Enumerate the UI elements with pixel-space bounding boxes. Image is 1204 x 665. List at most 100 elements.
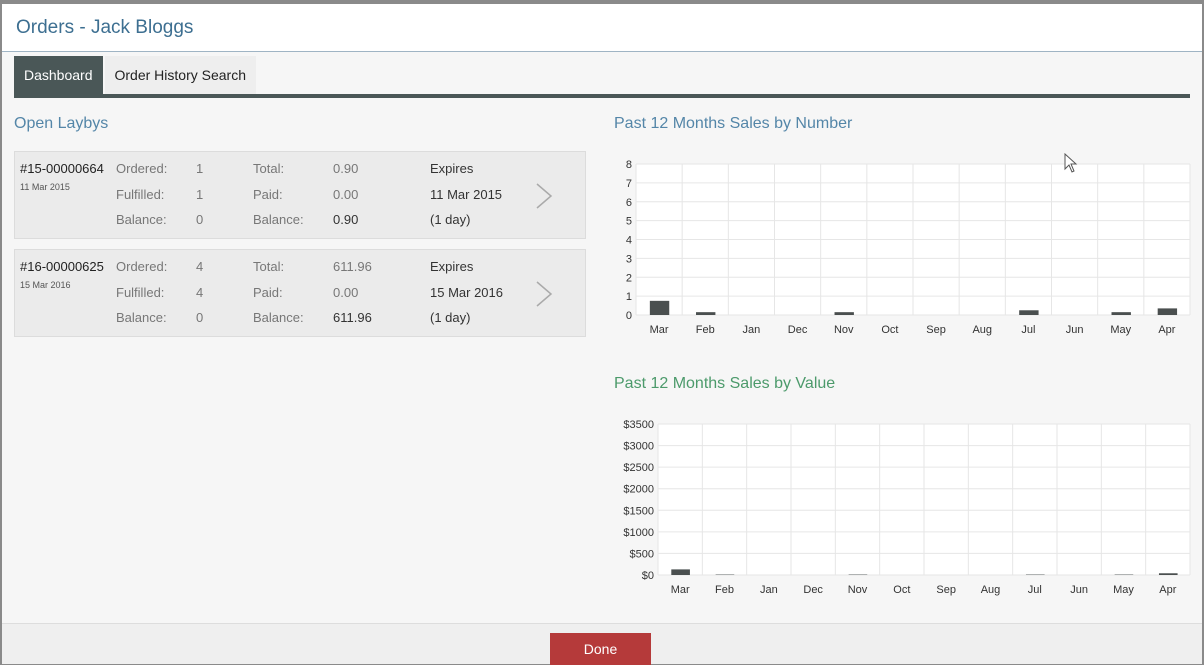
- orders-dialog: Orders - Jack Bloggs Dashboard Order His…: [2, 4, 1202, 664]
- expires-label: Expires: [430, 161, 473, 176]
- y-tick-label: 1: [626, 291, 632, 303]
- layby-number: #16-00000625: [20, 259, 104, 274]
- mouse-cursor-icon: [1064, 153, 1078, 173]
- paid-value: 0.00: [333, 285, 358, 300]
- ordered-value: 4: [196, 259, 203, 274]
- fulfilled-value: 4: [196, 285, 203, 300]
- tab-dashboard[interactable]: Dashboard: [14, 56, 103, 94]
- x-tick-label: Jul: [1028, 584, 1042, 596]
- x-tick-label: Nov: [834, 324, 854, 336]
- y-tick-label: 7: [626, 178, 632, 190]
- fulfilled-value: 1: [196, 187, 203, 202]
- x-tick-label: Feb: [715, 584, 734, 596]
- bar-nov[interactable]: [835, 312, 854, 315]
- expires-date: 15 Mar 2016: [430, 285, 503, 300]
- total-value: 0.90: [333, 161, 358, 176]
- bar-apr[interactable]: [1159, 573, 1178, 575]
- balance-value: 611.96: [333, 310, 372, 325]
- done-button[interactable]: Done: [550, 633, 651, 665]
- y-tick-label: 0: [626, 310, 632, 322]
- ordered-label: Ordered:: [116, 259, 167, 274]
- total-value: 611.96: [333, 259, 372, 274]
- paid-value: 0.00: [333, 187, 358, 202]
- x-tick-label: Mar: [650, 324, 669, 336]
- y-tick-label: 4: [626, 235, 632, 247]
- y-tick-label: 6: [626, 197, 632, 209]
- chart-sales-by-number-title: Past 12 Months Sales by Number: [614, 115, 852, 133]
- x-tick-label: May: [1113, 584, 1134, 596]
- balance-qty-label: Balance:: [116, 310, 167, 325]
- x-tick-label: Apr: [1158, 324, 1175, 336]
- x-tick-label: Nov: [848, 584, 868, 596]
- balance-qty-value: 0: [196, 310, 203, 325]
- paid-label: Paid:: [253, 285, 283, 300]
- y-tick-label: 2: [626, 272, 632, 284]
- chevron-right-icon[interactable]: [533, 280, 555, 308]
- tab-bar: Dashboard Order History Search: [14, 56, 256, 94]
- chevron-right-icon[interactable]: [533, 182, 555, 210]
- x-tick-label: Jan: [743, 324, 761, 336]
- y-tick-label: $2500: [623, 462, 654, 474]
- x-tick-label: Oct: [881, 324, 898, 336]
- layby-number: #15-00000664: [20, 161, 104, 176]
- x-tick-label: Feb: [696, 324, 715, 336]
- bar-may[interactable]: [1112, 312, 1131, 315]
- bar-apr[interactable]: [1158, 308, 1177, 315]
- sales-by-value-chart: $0 $500 $1000 $1500 $2000 $2500 $3000 $3500 Mar F…: [602, 412, 1192, 607]
- x-tick-label: Mar: [671, 584, 690, 596]
- expires-label: Expires: [430, 259, 473, 274]
- x-tick-label: Jan: [760, 584, 778, 596]
- y-tick-label: $2000: [623, 484, 654, 496]
- layby-card[interactable]: #16-00000625 15 Mar 2016 Ordered: 4 Fulf…: [14, 249, 586, 337]
- y-tick-label: $1500: [623, 505, 654, 517]
- bar-feb[interactable]: [696, 312, 715, 315]
- fulfilled-label: Fulfilled:: [116, 285, 164, 300]
- expires-in: (1 day): [430, 310, 470, 325]
- dialog-titlebar: Orders - Jack Bloggs: [2, 4, 1202, 52]
- x-tick-label: Dec: [803, 584, 823, 596]
- tab-underline: [14, 94, 1190, 98]
- bar-mar[interactable]: [650, 301, 669, 315]
- layby-date: 11 Mar 2015: [20, 182, 70, 192]
- layby-date: 15 Mar 2016: [20, 280, 71, 290]
- tab-order-history-search[interactable]: Order History Search: [105, 56, 256, 94]
- y-tick-label: 5: [626, 216, 632, 228]
- y-tick-label: $1000: [623, 527, 654, 539]
- y-tick-label: $500: [630, 548, 654, 560]
- y-tick-label: 8: [626, 159, 632, 171]
- ordered-value: 1: [196, 161, 203, 176]
- y-tick-label: 3: [626, 253, 632, 265]
- layby-card[interactable]: #15-00000664 11 Mar 2015 Ordered: 1 Fulf…: [14, 151, 586, 239]
- x-tick-label: Dec: [788, 324, 808, 336]
- x-tick-label: Jun: [1070, 584, 1088, 596]
- bar-mar[interactable]: [671, 569, 690, 575]
- bar-jul[interactable]: [1019, 310, 1038, 315]
- open-laybys-title: Open Laybys: [14, 115, 108, 133]
- x-tick-label: May: [1110, 324, 1131, 336]
- balance-value: 0.90: [333, 212, 358, 227]
- total-label: Total:: [253, 259, 284, 274]
- x-tick-label: Sep: [926, 324, 946, 336]
- dialog-title: Orders - Jack Bloggs: [16, 17, 193, 39]
- paid-label: Paid:: [253, 187, 283, 202]
- y-tick-label: $0: [642, 570, 654, 582]
- sales-by-number-chart: 0 1 2 3 4 5 6 7 8 Mar Feb Jan Dec Nov Oct Sep Aug Jul Jun M…: [602, 152, 1192, 347]
- x-tick-label: Oct: [893, 584, 910, 596]
- balance-qty-value: 0: [196, 212, 203, 227]
- balance-label: Balance:: [253, 212, 304, 227]
- chart-sales-by-value-title: Past 12 Months Sales by Value: [614, 375, 835, 393]
- ordered-label: Ordered:: [116, 161, 167, 176]
- x-tick-label: Aug: [972, 324, 992, 336]
- x-tick-label: Sep: [936, 584, 956, 596]
- expires-in: (1 day): [430, 212, 470, 227]
- balance-qty-label: Balance:: [116, 212, 167, 227]
- x-tick-label: Aug: [981, 584, 1001, 596]
- x-tick-label: Jun: [1066, 324, 1084, 336]
- x-tick-label: Jul: [1021, 324, 1035, 336]
- total-label: Total:: [253, 161, 284, 176]
- x-tick-label: Apr: [1159, 584, 1176, 596]
- balance-label: Balance:: [253, 310, 304, 325]
- y-tick-label: $3500: [623, 419, 654, 431]
- y-tick-label: $3000: [623, 441, 654, 453]
- fulfilled-label: Fulfilled:: [116, 187, 164, 202]
